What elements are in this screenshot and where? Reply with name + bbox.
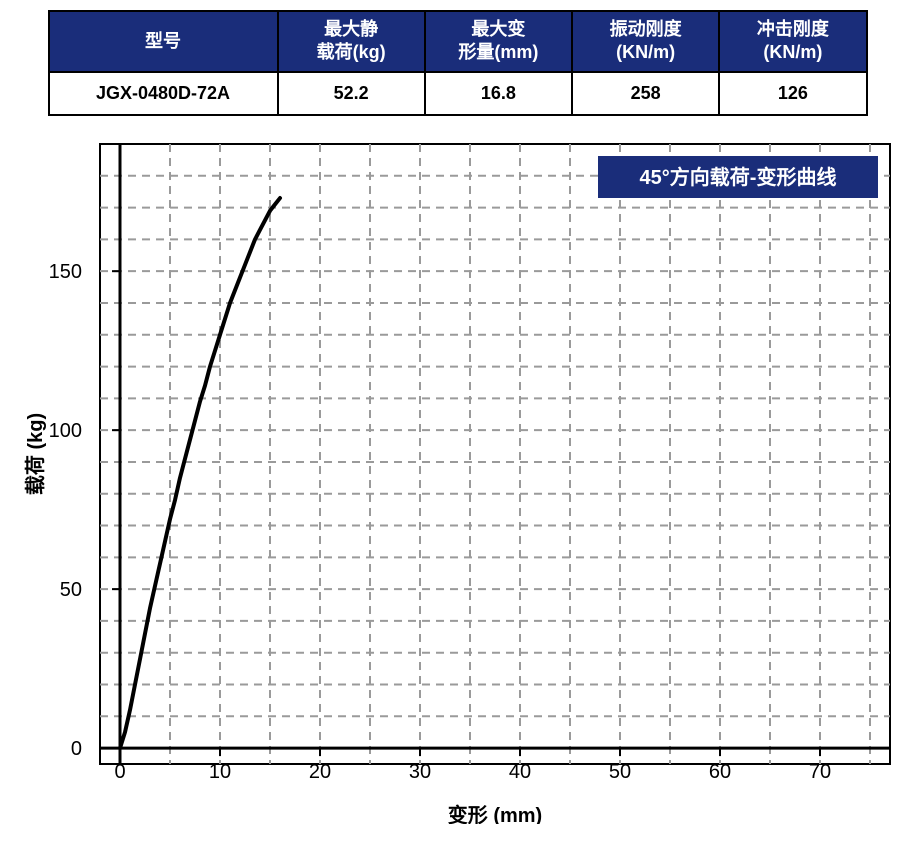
x-tick-label: 50 [609, 761, 631, 783]
x-tick-label: 10 [209, 761, 231, 783]
legend-text: 45°方向载荷-变形曲线 [640, 165, 837, 189]
load-deformation-chart: 0 10 20 30 40 50 60 70 0 50 100 150 变形 (mm) 载荷 (kg) 45… [10, 124, 905, 824]
y-axis-label: 载荷 (kg) [23, 413, 47, 495]
chart-svg: 0 10 20 30 40 50 60 70 0 50 100 150 变形 (mm) 载荷 (kg) 45… [10, 124, 905, 824]
plot-border [100, 144, 890, 764]
table-data-cell: 258 [572, 72, 719, 115]
table-header-cell: 冲击刚度(KN/m) [719, 11, 866, 72]
x-axis-label: 变形 (mm) [448, 803, 542, 824]
x-tick-label: 70 [809, 761, 831, 783]
table-header-cell: 型号 [49, 11, 278, 72]
y-tick-label: 100 [49, 420, 82, 442]
table-data-cell: 126 [719, 72, 866, 115]
x-tick-label: 30 [409, 761, 431, 783]
table-data-cell: JGX-0480D-72A [49, 72, 278, 115]
x-tick-label: 40 [509, 761, 531, 783]
table-header-row: 型号最大静载荷(kg)最大变形量(mm)振动刚度(KN/m)冲击刚度(KN/m) [49, 11, 867, 72]
table-header-cell: 最大变形量(mm) [425, 11, 572, 72]
table-header-cell: 最大静载荷(kg) [278, 11, 425, 72]
spec-table: 型号最大静载荷(kg)最大变形量(mm)振动刚度(KN/m)冲击刚度(KN/m)… [48, 10, 868, 116]
table-data-cell: 52.2 [278, 72, 425, 115]
table-data-row: JGX-0480D-72A52.216.8258126 [49, 72, 867, 115]
table-data-cell: 16.8 [425, 72, 572, 115]
spec-table-container: 型号最大静载荷(kg)最大变形量(mm)振动刚度(KN/m)冲击刚度(KN/m)… [48, 10, 868, 116]
y-tick-label: 150 [49, 261, 82, 283]
x-tick-label: 20 [309, 761, 331, 783]
x-tick-label: 60 [709, 761, 731, 783]
y-tick-label: 0 [71, 738, 82, 760]
table-header-cell: 振动刚度(KN/m) [572, 11, 719, 72]
y-tick-label: 50 [60, 579, 82, 601]
x-tick-label: 0 [114, 761, 125, 783]
